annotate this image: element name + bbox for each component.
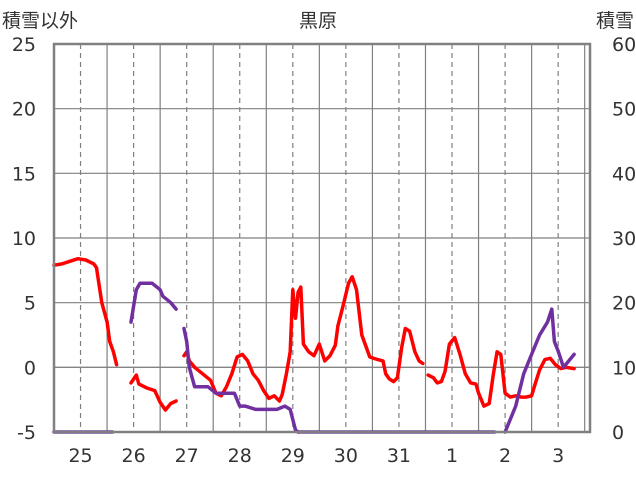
right-tick-label: 50	[612, 99, 636, 121]
series-line-non-snow	[426, 335, 576, 408]
x-tick-label: 28	[228, 445, 252, 467]
x-tick-label: 30	[334, 445, 358, 467]
left-tick-label: 10	[12, 228, 36, 250]
x-tick-label: 27	[175, 445, 199, 467]
right-tick-label: 40	[612, 163, 636, 185]
gridlines	[54, 44, 590, 432]
x-tick-label: 1	[446, 445, 458, 467]
series-line-non-snow	[129, 373, 178, 412]
right-tick-label: 0	[612, 422, 624, 444]
x-tick-label: 25	[68, 445, 92, 467]
series-line-snow	[182, 326, 300, 434]
right-tick-label: 10	[612, 357, 636, 379]
x-tick-label: 3	[552, 445, 564, 467]
left-tick-label: 0	[24, 357, 36, 379]
left-axis-ticks: -5 0 5 10 15 20 25	[12, 34, 36, 444]
left-tick-label: 25	[12, 34, 36, 56]
x-axis-ticks: 25 26 27 28 29 30 31 1 2 3	[68, 445, 564, 467]
right-axis-ticks: 0 10 20 30 40 50 60	[612, 34, 636, 444]
series-line-snow	[129, 281, 178, 324]
left-tick-label: 5	[24, 293, 36, 315]
series-line-non-snow	[52, 256, 119, 367]
left-axis-title: 積雪以外	[2, 10, 78, 32]
x-tick-label: 31	[387, 445, 411, 467]
chart-title: 黒原	[299, 10, 337, 32]
x-tick-label: 26	[122, 445, 146, 467]
right-tick-label: 30	[612, 228, 636, 250]
plot-frame	[52, 42, 592, 434]
plot-border	[52, 42, 592, 434]
series-line-snow	[503, 307, 576, 434]
x-tick-label: 29	[281, 445, 305, 467]
right-axis-title: 積雪	[596, 10, 634, 32]
right-tick-label: 20	[612, 293, 636, 315]
right-tick-label: 60	[612, 34, 636, 56]
series-line-non-snow	[182, 275, 425, 403]
left-tick-label: 15	[12, 163, 36, 185]
left-tick-label: -5	[17, 422, 36, 444]
left-tick-label: 20	[12, 99, 36, 121]
x-tick-label: 2	[499, 445, 511, 467]
